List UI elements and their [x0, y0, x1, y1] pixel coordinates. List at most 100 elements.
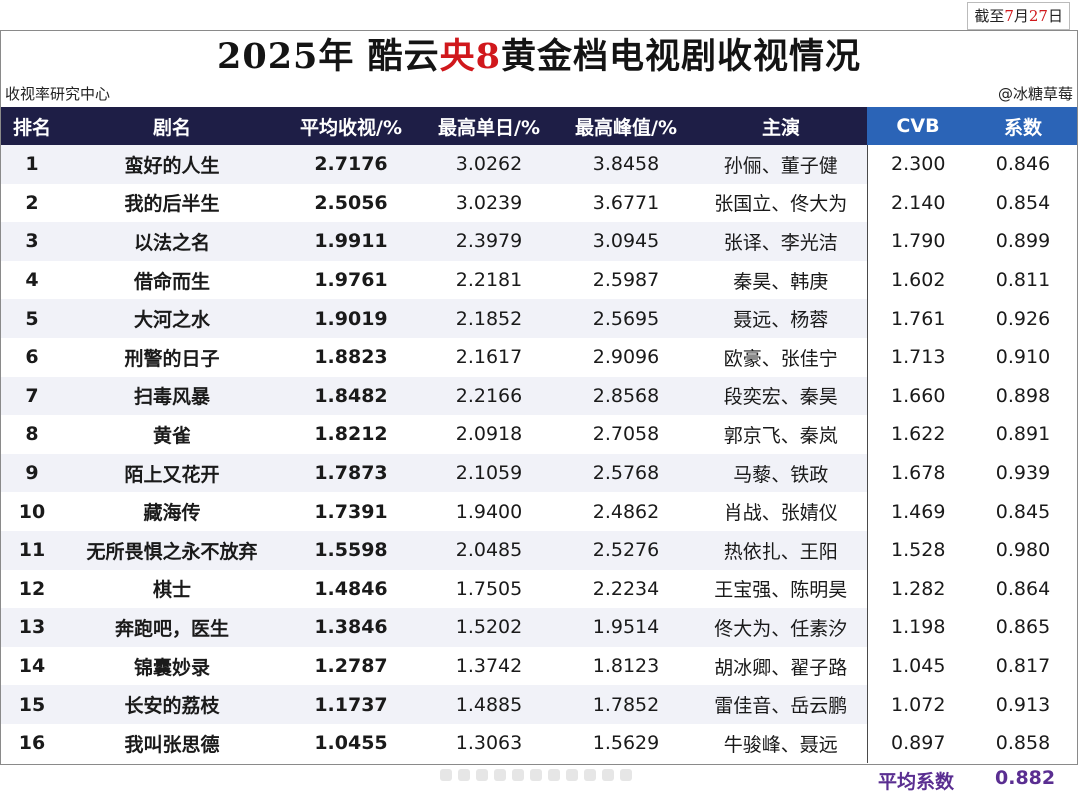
- cell-cvb: 1.198: [866, 608, 969, 647]
- table-header-row: 排名 剧名 平均收视/% 最高单日/% 最高峰值/% 主演 CVB 系数: [1, 107, 1077, 145]
- cell-avg-rating: 1.2787: [281, 646, 421, 686]
- cell-rank: 9: [1, 453, 63, 493]
- cell-coefficient: 0.854: [969, 183, 1077, 223]
- cell-max-peak: 2.5987: [557, 260, 695, 300]
- cell-coefficient: 0.910: [969, 337, 1077, 377]
- cell-avg-rating: 1.0455: [281, 723, 421, 763]
- cell-title: 奔跑吧，医生: [63, 608, 281, 647]
- page-title: 2025年 酷云央8黄金档电视剧收视情况: [217, 36, 861, 77]
- cell-max-peak: 2.2234: [557, 569, 695, 609]
- cell-max-peak: 1.8123: [557, 646, 695, 686]
- cell-title: 藏海传: [63, 492, 281, 531]
- table-row: 5 大河之水 1.9019 2.1852 2.5695 聂远、杨蓉 1.761 0.926: [1, 299, 1077, 338]
- cell-coefficient: 0.898: [969, 376, 1077, 416]
- table-row: 15 长安的荔枝 1.1737 1.4885 1.7852 雷佳音、岳云鹏 1.072 0.9…: [1, 685, 1077, 724]
- cell-cvb: 1.622: [866, 415, 969, 454]
- cell-coefficient: 0.891: [969, 415, 1077, 454]
- cell-coefficient: 0.811: [969, 260, 1077, 300]
- cell-coefficient: 0.926: [969, 299, 1077, 338]
- cell-cvb: 1.528: [866, 530, 969, 570]
- cell-rank: 12: [1, 569, 63, 609]
- table-row: 11 无所畏惧之永不放弃 1.5598 2.0485 2.5276 热依扎、王阳 1.528…: [1, 530, 1077, 570]
- cell-cast: 张国立、佟大为: [695, 183, 867, 223]
- table-row: 7 扫毒风暴 1.8482 2.2166 2.8568 段奕宏、秦昊 1.660 0.898: [1, 376, 1077, 416]
- cell-avg-rating: 1.3846: [281, 608, 421, 647]
- cell-cvb: 1.790: [866, 222, 969, 261]
- cell-title: 借命而生: [63, 260, 281, 300]
- cell-cast: 秦昊、韩庚: [695, 260, 867, 300]
- cell-cast: 孙俪、董子健: [695, 145, 867, 184]
- table-row: 8 黄雀 1.8212 2.0918 2.7058 郭京飞、秦岚 1.622 0.891: [1, 415, 1077, 454]
- cell-max-daily: 1.4885: [421, 685, 557, 724]
- cell-rank: 15: [1, 685, 63, 724]
- cell-cast: 马藜、铁政: [695, 453, 867, 493]
- cell-rank: 10: [1, 492, 63, 531]
- table-row: 4 借命而生 1.9761 2.2181 2.5987 秦昊、韩庚 1.602 0.811: [1, 260, 1077, 300]
- cell-max-daily: 3.0262: [421, 145, 557, 184]
- cell-max-daily: 1.9400: [421, 492, 557, 531]
- cell-cvb: 1.678: [866, 453, 969, 493]
- cell-cvb: 1.072: [866, 685, 969, 724]
- cell-coefficient: 0.845: [969, 492, 1077, 531]
- cell-title: 扫毒风暴: [63, 376, 281, 416]
- cell-rank: 16: [1, 723, 63, 763]
- cell-max-daily: 2.0918: [421, 415, 557, 454]
- cell-avg-rating: 1.9911: [281, 222, 421, 261]
- cell-avg-rating: 1.8212: [281, 415, 421, 454]
- date-tag: 截至7月27日: [967, 2, 1070, 30]
- cell-max-peak: 2.7058: [557, 415, 695, 454]
- header-cvb: CVB: [867, 107, 969, 145]
- cell-cvb: 1.602: [866, 260, 969, 300]
- cell-cast: 张译、李光洁: [695, 222, 867, 261]
- cell-cast: 郭京飞、秦岚: [695, 415, 867, 454]
- watermark-placeholder: [440, 766, 650, 784]
- cell-cast: 佟大为、任素汐: [695, 608, 867, 647]
- cell-max-daily: 2.1617: [421, 337, 557, 377]
- cell-coefficient: 0.864: [969, 569, 1077, 609]
- cell-max-daily: 2.2181: [421, 260, 557, 300]
- cell-cast: 肖战、张婧仪: [695, 492, 867, 531]
- cell-rank: 14: [1, 646, 63, 686]
- cell-avg-rating: 1.7391: [281, 492, 421, 531]
- cell-cast: 欧豪、张佳宁: [695, 337, 867, 377]
- cell-cast: 牛骏峰、聂远: [695, 723, 867, 763]
- cell-cvb: 0.897: [866, 723, 969, 763]
- ratings-table: 排名 剧名 平均收视/% 最高单日/% 最高峰值/% 主演 CVB 系数 1 蛮好…: [1, 107, 1077, 763]
- cell-max-peak: 2.9096: [557, 337, 695, 377]
- cell-rank: 7: [1, 376, 63, 416]
- cell-rank: 13: [1, 608, 63, 647]
- cell-title: 锦囊妙录: [63, 646, 281, 686]
- cell-cvb: 1.282: [866, 569, 969, 609]
- header-title: 剧名: [63, 107, 281, 145]
- cell-max-daily: 1.3742: [421, 646, 557, 686]
- cell-title: 无所畏惧之永不放弃: [63, 530, 281, 570]
- cell-title: 棋士: [63, 569, 281, 609]
- header-rank: 排名: [1, 107, 63, 145]
- cell-max-daily: 1.5202: [421, 608, 557, 647]
- cell-avg-rating: 1.8482: [281, 376, 421, 416]
- cell-cast: 聂远、杨蓉: [695, 299, 867, 338]
- cell-cast: 热依扎、王阳: [695, 530, 867, 570]
- cell-rank: 1: [1, 145, 63, 184]
- source-label: 收视率研究中心: [5, 85, 111, 103]
- table-row: 13 奔跑吧，医生 1.3846 1.5202 1.9514 佟大为、任素汐 1.198 0.…: [1, 608, 1077, 647]
- cell-avg-rating: 1.5598: [281, 530, 421, 570]
- header-cast: 主演: [695, 107, 867, 145]
- cell-cast: 胡冰卿、翟子路: [695, 646, 867, 686]
- cell-max-peak: 3.8458: [557, 145, 695, 184]
- cell-avg-rating: 2.7176: [281, 145, 421, 184]
- cell-avg-rating: 1.8823: [281, 337, 421, 377]
- cell-cvb: 1.713: [866, 337, 969, 377]
- table-row: 1 蛮好的人生 2.7176 3.0262 3.8458 孙俪、董子健 2.300 0.846: [1, 145, 1077, 184]
- cell-title: 我的后半生: [63, 183, 281, 223]
- header-max-peak: 最高峰值/%: [557, 107, 695, 145]
- average-coefficient-value: 0.882: [995, 767, 1056, 789]
- header-coefficient: 系数: [969, 107, 1077, 145]
- cell-cvb: 2.300: [866, 145, 969, 184]
- cell-avg-rating: 1.1737: [281, 685, 421, 724]
- table-row: 9 陌上又花开 1.7873 2.1059 2.5768 马藜、铁政 1.678 0.939: [1, 453, 1077, 493]
- cell-title: 大河之水: [63, 299, 281, 338]
- header-max-daily: 最高单日/%: [421, 107, 557, 145]
- cell-max-daily: 1.3063: [421, 723, 557, 763]
- cell-title: 以法之名: [63, 222, 281, 261]
